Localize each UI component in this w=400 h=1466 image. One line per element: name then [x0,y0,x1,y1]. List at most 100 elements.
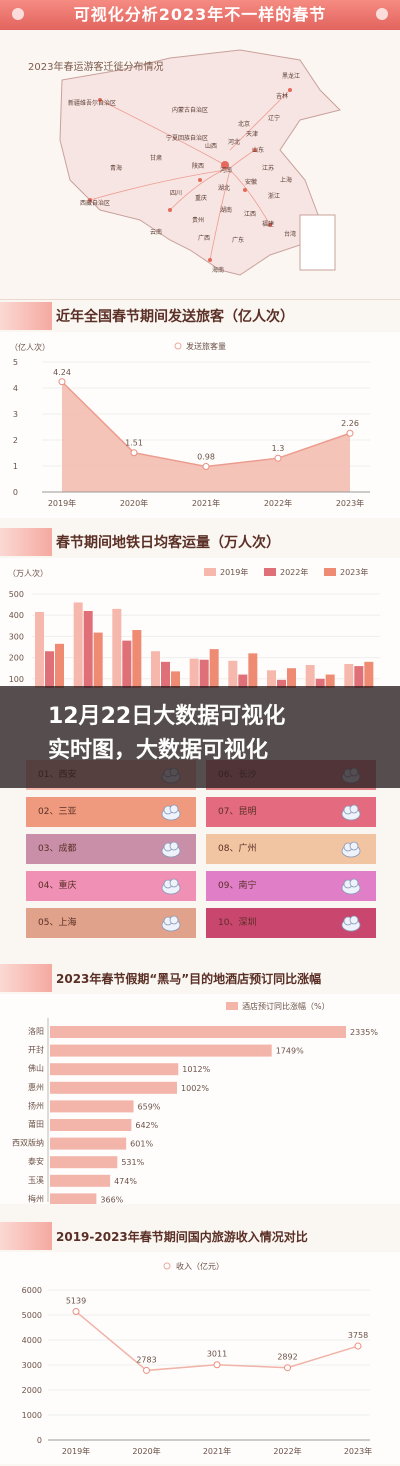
chart2-bar [35,612,44,700]
chart4-xtick: 2022年 [273,1446,301,1456]
section2-header: 春节期间地铁日均客运量（万人次） [0,528,400,556]
chart1-data-label: 2.26 [341,419,359,428]
section-decor-bar [0,1222,52,1250]
chart3-data-label: 474% [114,1177,137,1186]
chart3-category: 开封 [28,1045,44,1055]
subway-chart: （万人次）2019年2022年2023年0100200300400500 [8,567,380,705]
cloud-icon [161,804,181,821]
chart2-bar [287,668,296,700]
decor-dot-left [12,8,24,20]
chart3-category: 玉溪 [28,1175,44,1185]
article-title-overlay[interactable]: 12月22日大数据可视化 实时图，大数据可视化 [0,686,400,788]
chart3-data-label: 366% [100,1195,123,1204]
migration-lines [89,89,291,261]
chart3-bar [50,1174,111,1187]
chart3-data-label: 2335% [350,1028,378,1037]
chart2-bar [171,671,180,700]
chart2-bar [122,640,132,700]
chart4-data-label: 2783 [136,1355,156,1364]
chart4-point [143,1366,150,1374]
chart4-legend-marker [163,1262,171,1270]
map-label: 台湾 [284,230,296,238]
ranking-item: 08、广州 [206,834,376,864]
chart1-point [130,449,138,457]
chart1-ytick: 2 [13,436,18,445]
chart3-category: 西双版纳 [12,1138,44,1148]
map-label: 湖南 [220,206,232,214]
chart4-legend-label: 收入（亿元） [176,1261,224,1271]
cloud-icon [161,841,181,858]
map-label: 广东 [232,236,244,244]
chart3-data-label: 1749% [276,1047,304,1056]
chart2-bar [45,651,54,700]
chart1-xtick: 2021年 [192,498,220,508]
chart3-data-label: 601% [130,1140,153,1149]
overlay-line-2: 实时图，大数据可视化 [48,738,269,763]
section1-header: 近年全国春节期间发送旅客（亿人次） [0,302,400,330]
chart3-category: 莆田 [28,1119,44,1129]
chart4-xtick: 2021年 [203,1446,231,1456]
map-points [88,88,292,262]
ranking-label: 09、南宁 [218,881,257,891]
chart1-ytick: 3 [13,410,18,419]
chart1-point [202,463,210,471]
chart4-ytick: 3000 [22,1361,42,1370]
chart1-xtick: 2020年 [120,498,148,508]
chart4-ytick: 4000 [22,1336,42,1345]
ranking-item: 10、深圳 [206,908,376,938]
ranking-item: 07、昆明 [206,797,376,827]
map-label: 海南 [212,266,224,274]
map-label: 内蒙古自治区 [172,106,208,114]
hotel-chart: 酒店预订同比涨幅（%） 洛阳 2335% 开封 1749% 佛山 1012% 惠州 1002% 扬… [12,1001,378,1206]
chart2-bar [132,630,142,700]
chart4-ytick: 2000 [22,1386,42,1395]
chart1-box: （亿人次） 发送旅客量 0 1 2 3 4 5 4.24 2019年 1.51 2020年 0.98 20… [0,332,400,518]
chart2-bar [55,643,64,700]
chart2-bar [112,608,122,700]
map-label: 吉林 [276,92,288,100]
chart1-data-label: 4.24 [53,368,71,377]
chart2-bar [209,649,219,700]
map-label: 河北 [228,138,240,146]
chart4-xtick: 2023年 [344,1446,372,1456]
ranking-label: 08、广州 [218,844,257,854]
chart2-legend-label: 2022年 [280,567,308,577]
chart3-category: 泰安 [28,1156,44,1166]
chart4-data-label: 5139 [66,1297,86,1306]
map-label: 江苏 [262,164,274,172]
chart3-data-label: 1002% [181,1084,209,1093]
chart4-data-label: 3011 [207,1350,227,1359]
chart3-data-label: 1012% [182,1065,210,1074]
cloud-icon [341,804,361,821]
section5-title: 2019-2023年春节期间国内旅游收入情况对比 [56,1229,308,1244]
chart1-legend-marker [174,342,182,350]
chart1-point [346,429,354,437]
chart1-ytick: 0 [13,488,18,497]
chart2-ytick: 400 [9,611,24,620]
ranking-label: 05、上海 [38,918,77,928]
cloud-icon [161,915,181,932]
cloud-icon [161,878,181,895]
chart1-ytick: 4 [13,384,18,393]
chart2-bar [93,632,103,700]
map-label: 四川 [170,190,182,197]
map-label: 重庆 [195,194,207,202]
chart4-point [354,1342,362,1350]
map-label: 天津 [246,131,258,138]
ranking-label: 07、昆明 [218,807,257,817]
chart3-bar [50,1193,97,1206]
section-decor-bar [0,302,52,330]
chart4-data-label: 2892 [277,1353,297,1362]
section4-header: 2023年春节假期“黑马”目的地酒店预订同比涨幅 [0,964,400,992]
tourism-income-chart: 收入（亿元） 0 1000 2000 3000 4000 5000 6000 5139 2019年… [22,1261,373,1456]
chart4-point [284,1364,291,1372]
map-label: 黑龙江 [282,72,300,80]
chart4-xtick: 2019年 [62,1446,90,1456]
chart3-bar [50,1044,272,1057]
map-label: 宁夏回族自治区 [166,134,208,142]
section4-title: 2023年春节假期“黑马”目的地酒店预订同比涨幅 [56,971,322,986]
chart4-ytick: 1000 [22,1411,42,1420]
chart2-bar [83,610,93,700]
section-decor-bar [0,964,52,992]
